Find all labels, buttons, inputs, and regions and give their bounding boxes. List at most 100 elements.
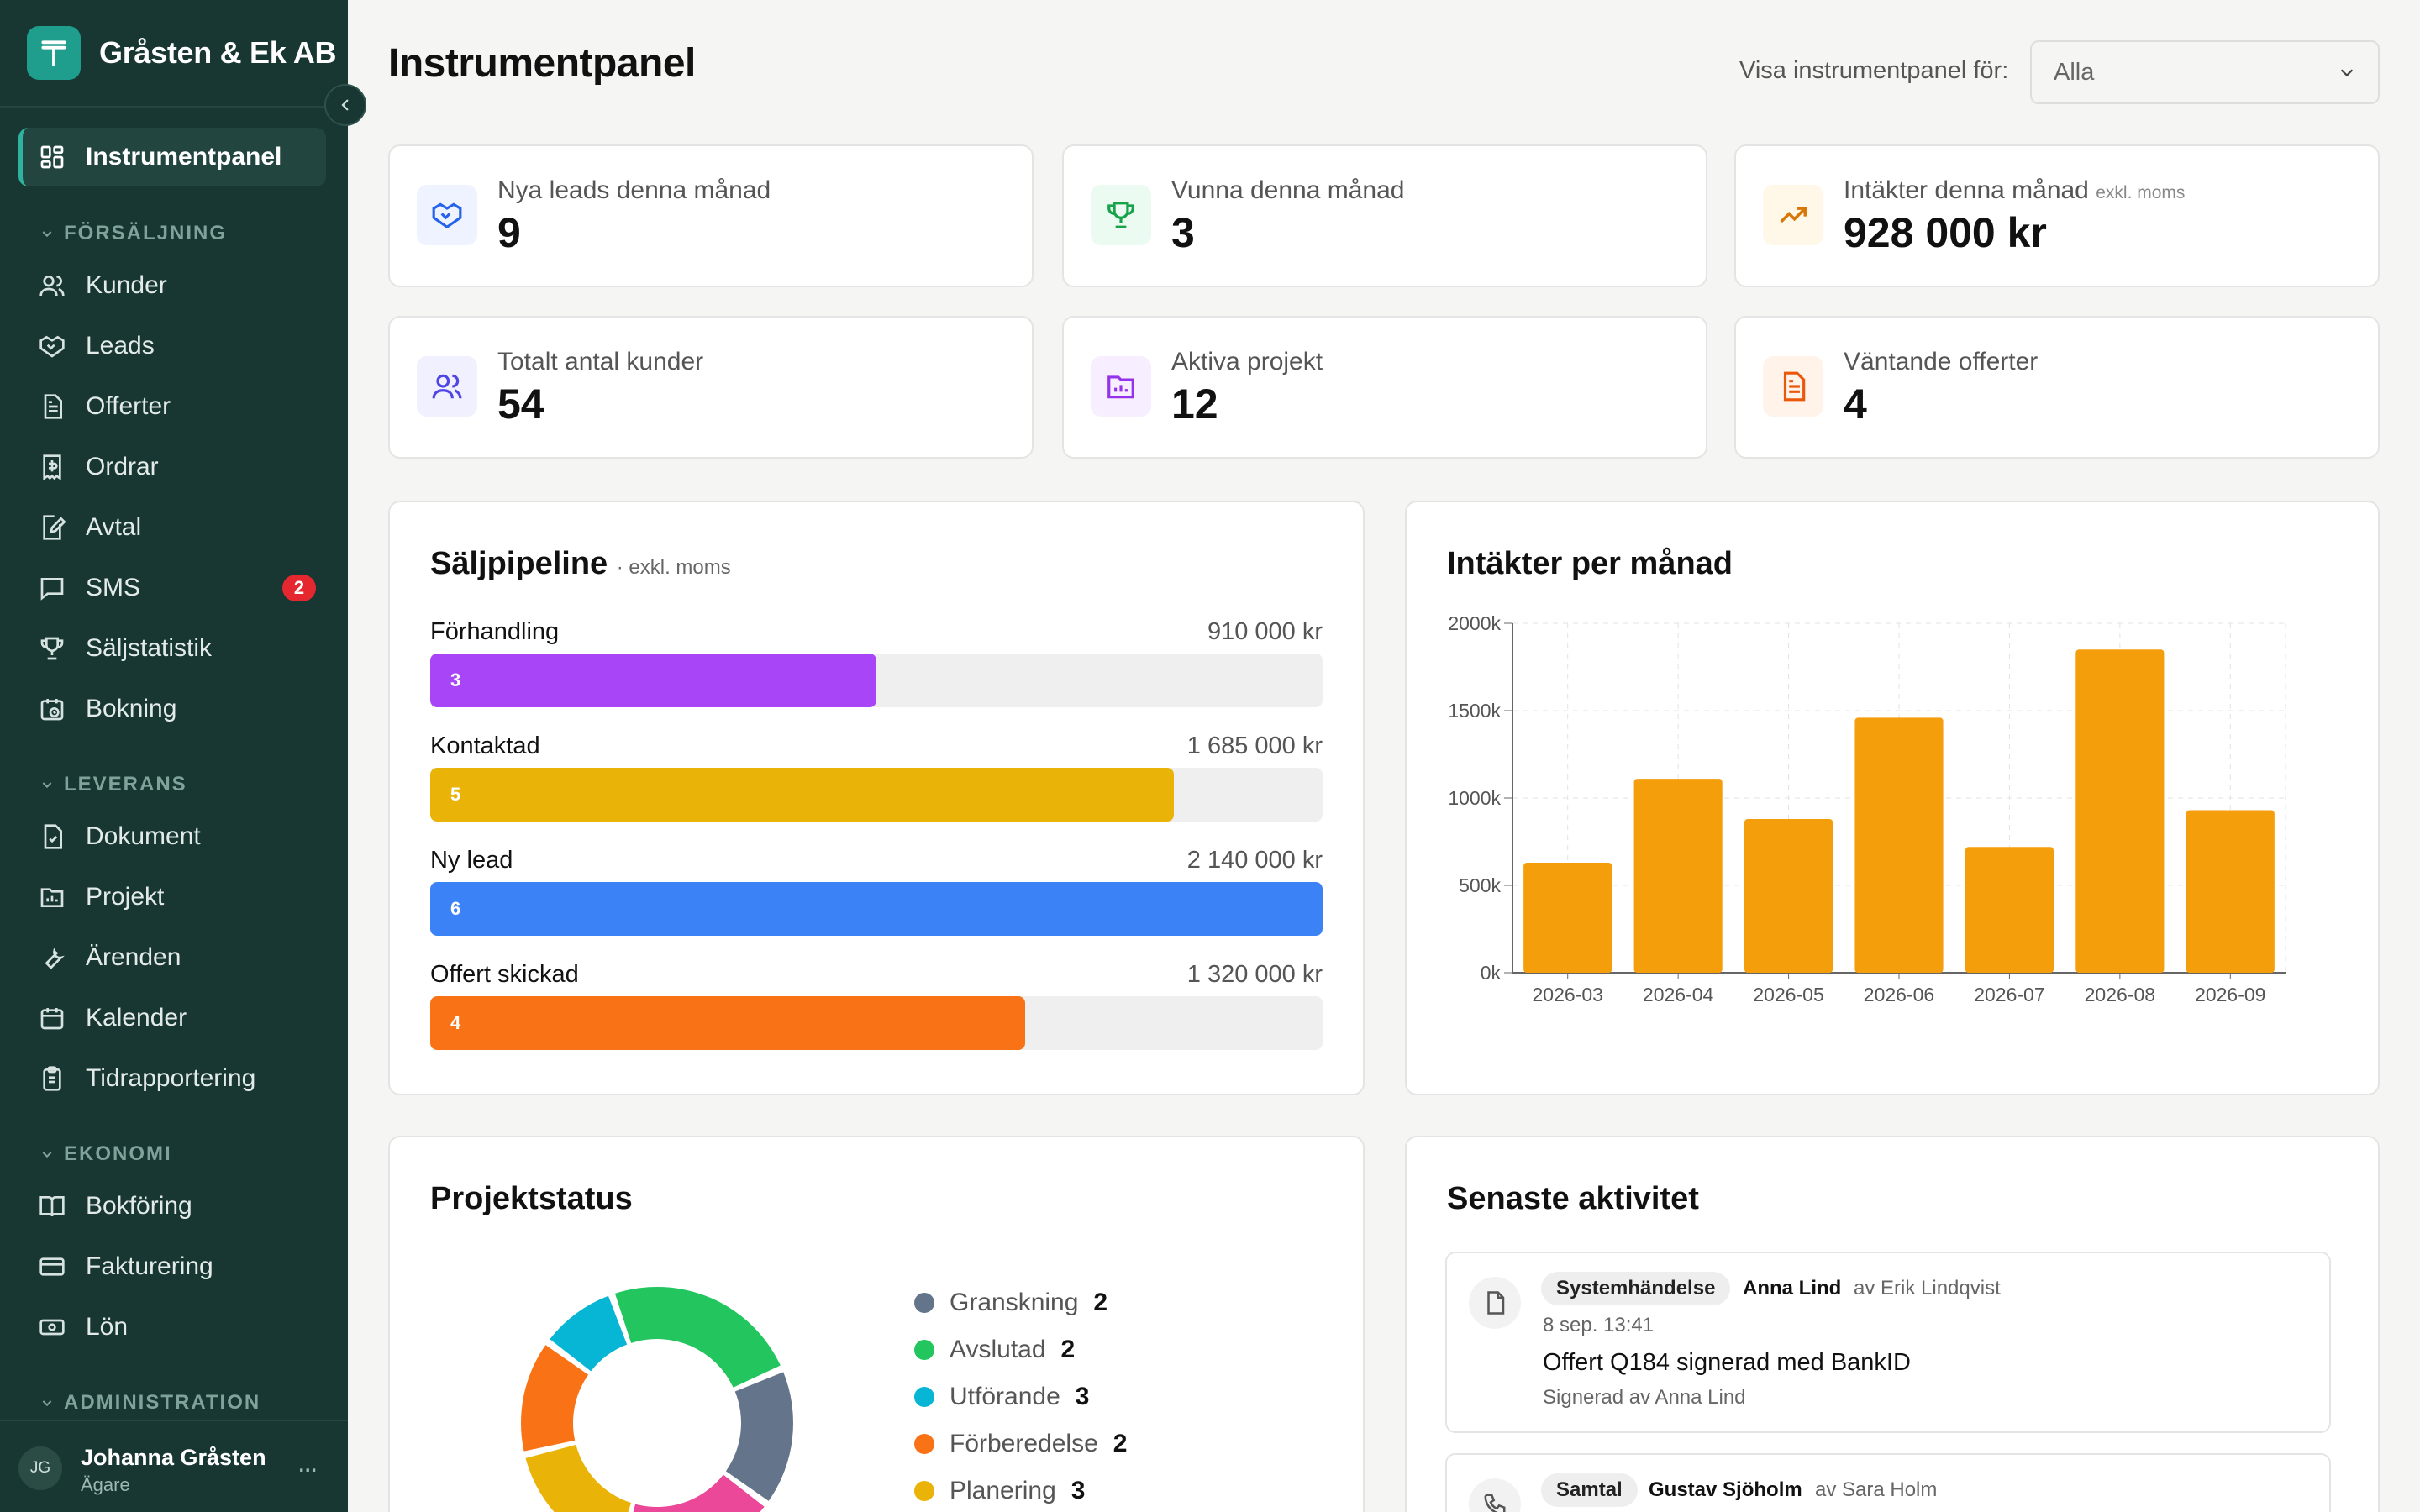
user-role: Ägare — [81, 1474, 130, 1495]
legend-dot — [914, 1293, 934, 1313]
users-icon — [432, 374, 462, 399]
sidebar-item-leads[interactable]: Leads — [39, 323, 316, 370]
brand-logo — [27, 26, 81, 80]
legend-item: Planering 3 — [914, 1477, 1085, 1505]
revenue-bar[interactable] — [1744, 818, 1833, 973]
sidebar-item-label: Fakturering — [86, 1252, 213, 1280]
donut-segment[interactable] — [725, 1372, 793, 1501]
stat-icon-box — [1763, 356, 1823, 417]
legend-item: Utförande 3 — [914, 1383, 1089, 1411]
filter-value: Alla — [2054, 58, 2095, 86]
activity-person[interactable]: Gustav Sjöholm — [1649, 1478, 1802, 1501]
donut-segment[interactable] — [521, 1345, 589, 1452]
sidebar-item-instrumentpanel[interactable] — [18, 128, 326, 186]
trophy-icon — [40, 637, 64, 660]
credit-card-icon — [39, 1257, 65, 1276]
activity-item[interactable]: Samtal Gustav Sjöholm av Sara Holm — [1445, 1453, 2331, 1512]
legend-count: 3 — [1075, 1383, 1090, 1410]
clipboard-icon — [43, 1066, 61, 1091]
file-text-icon — [44, 394, 62, 419]
trophy-icon — [1107, 202, 1134, 228]
sidebar-item-label: Lön — [86, 1313, 129, 1341]
donut-segment[interactable] — [550, 1295, 628, 1372]
section-administration[interactable]: ADMINISTRATION — [40, 1391, 260, 1415]
stage-name: Förhandling — [430, 618, 560, 645]
stat-card-projects[interactable]: Aktiva projekt 12 — [1062, 316, 1707, 459]
activity-item[interactable]: Systemhändelse Anna Lind av Erik Lindqvi… — [1445, 1252, 2331, 1433]
section-ekonomi[interactable]: EKONOMI — [40, 1142, 172, 1166]
stat-card-pending-quotes[interactable]: Väntande offerter 4 — [1734, 316, 2380, 459]
stat-card-new-leads[interactable]: Nya leads denna månad 9 — [388, 144, 1034, 287]
revenue-bar[interactable] — [2075, 649, 2165, 973]
sidebar-item-label: Ordrar — [86, 453, 159, 480]
donut-segment[interactable] — [525, 1444, 632, 1512]
wrench-icon — [45, 948, 65, 969]
stat-card-won[interactable]: Vunna denna månad 3 — [1062, 144, 1707, 287]
sidebar-item-kalender[interactable]: Kalender — [39, 995, 316, 1042]
legend-dot — [914, 1387, 934, 1407]
stage-value: 1 320 000 kr — [1186, 961, 1323, 988]
donut-segment[interactable] — [614, 1287, 781, 1388]
stage-track: 3 — [430, 654, 1323, 707]
revenue-bar[interactable] — [1523, 862, 1612, 973]
y-tick-label: 1500k — [1448, 700, 1501, 722]
brand[interactable]: Gråsten & Ek AB — [27, 25, 337, 81]
sidebar-item-kunder[interactable]: Kunder — [39, 262, 316, 309]
legend-dot — [914, 1434, 934, 1454]
stage-name: Offert skickad — [430, 961, 579, 988]
sidebar-item-lon[interactable]: Lön — [39, 1304, 316, 1351]
stat-card-customers[interactable]: Totalt antal kunder 54 — [388, 316, 1034, 459]
activity-type-chip: Samtal — [1541, 1473, 1638, 1507]
filter-label: Visa instrumentpanel för: — [1739, 57, 2009, 84]
sidebar-item-tidrapportering[interactable]: Tidrapportering — [39, 1055, 316, 1102]
sidebar-item-arenden[interactable]: Ärenden — [39, 934, 316, 981]
sidebar-item-bokforing[interactable]: Bokföring — [39, 1183, 316, 1230]
more-options-icon[interactable]: ... — [297, 1446, 318, 1478]
sidebar-item-bokning[interactable]: Bokning — [39, 685, 316, 732]
revenue-bar[interactable] — [1854, 717, 1944, 973]
sidebar-item-offerter[interactable]: Offerter — [39, 383, 316, 430]
legend-label: Planering — [950, 1477, 1056, 1504]
sidebar-item-projekt[interactable]: Projekt — [39, 874, 316, 921]
donut-segment[interactable] — [622, 1474, 765, 1512]
stat-value: 4 — [1844, 381, 1867, 428]
revenue-bar[interactable] — [2186, 810, 2275, 973]
revenue-bar[interactable] — [1634, 779, 1723, 973]
sidebar: Gråsten & Ek AB Instrumentpanel FÖRSÄLJN… — [0, 0, 366, 1512]
activity-person[interactable]: Anna Lind — [1743, 1277, 1842, 1299]
stage-bar: 6 — [430, 882, 1323, 936]
stat-label: Nya leads denna månad — [497, 176, 771, 204]
section-forsaljning[interactable]: FÖRSÄLJNING — [40, 222, 227, 245]
sidebar-item-instrumentpanel-content[interactable]: Instrumentpanel — [39, 134, 316, 181]
stage-value: 2 140 000 kr — [1186, 847, 1323, 874]
sidebar-item-label: Bokföring — [86, 1192, 192, 1220]
sidebar-item-dokument[interactable]: Dokument — [39, 813, 316, 860]
sidebar-item-label: Ärenden — [86, 943, 182, 971]
sidebar-item-ordrar[interactable]: Ordrar — [39, 444, 316, 491]
activity-subtitle: Signerad av Anna Lind — [1543, 1386, 1746, 1409]
dashboard-filter-select[interactable]: Alla — [2030, 40, 2380, 104]
stage-track: 6 — [430, 882, 1323, 936]
collapse-sidebar-button[interactable] — [324, 84, 366, 126]
sidebar-item-sms[interactable]: SMS 2 — [39, 564, 316, 612]
users-icon — [39, 276, 65, 297]
section-title: FÖRSÄLJNING — [64, 222, 228, 244]
sidebar-item-label: Tidrapportering — [86, 1064, 256, 1092]
y-tick-label: 2000k — [1448, 612, 1501, 634]
sidebar-item-fakturering[interactable]: Fakturering — [39, 1243, 316, 1290]
revenue-bar[interactable] — [1965, 847, 2054, 973]
stat-card-revenue[interactable]: Intäkter denna månad exkl. moms 928 000 … — [1734, 144, 2380, 287]
sidebar-item-label: Projekt — [86, 883, 165, 911]
revenue-panel: Intäkter per månad 0k 500k 1000k 1500k 2000k… — [1405, 501, 2380, 1095]
x-tick-label: 2026-07 — [1974, 984, 2044, 1005]
sidebar-item-avtal[interactable]: Avtal — [39, 504, 316, 551]
section-leverans[interactable]: LEVERANS — [40, 773, 187, 796]
file-text-icon — [1783, 371, 1806, 402]
section-title: EKONOMI — [64, 1142, 172, 1165]
folder-chart-icon — [40, 888, 64, 907]
sidebar-item-label: Kunder — [86, 271, 167, 299]
user-menu[interactable]: JG Johanna Gråsten Ägare ... — [0, 1420, 348, 1512]
activity-type-chip: Systemhändelse — [1541, 1272, 1731, 1305]
activity-icon-box — [1469, 1277, 1521, 1329]
sidebar-item-saljstatistik[interactable]: Säljstatistik — [39, 625, 316, 672]
